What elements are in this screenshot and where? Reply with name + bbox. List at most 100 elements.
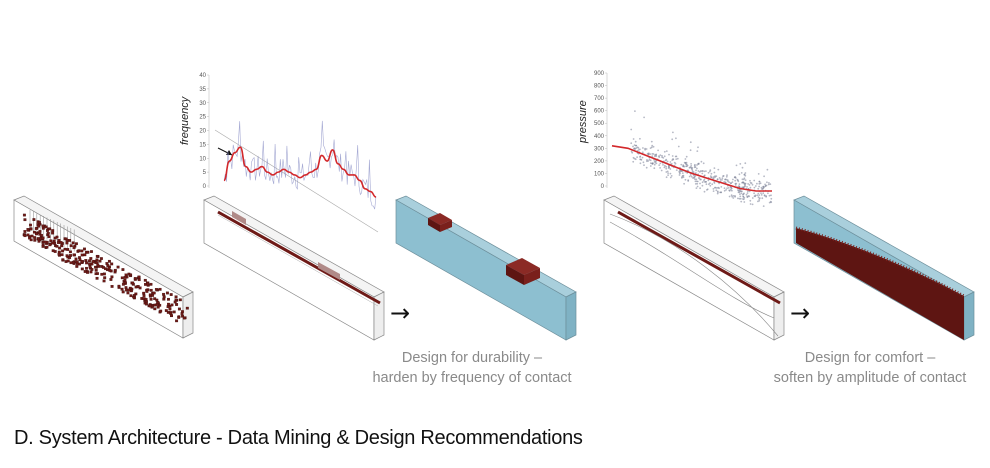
tick-label: 200 — [594, 159, 605, 165]
scatter-point — [728, 181, 731, 184]
contact-point — [129, 294, 133, 298]
contact-point — [41, 236, 45, 240]
contact-point — [43, 240, 47, 244]
contact-point — [68, 239, 72, 242]
scatter-point — [731, 195, 733, 198]
scatter-point — [641, 156, 644, 159]
scatter-point — [683, 182, 685, 185]
contact-point — [66, 248, 70, 251]
scatter-point — [701, 172, 704, 175]
contact-point — [168, 307, 172, 311]
contact-point — [102, 272, 106, 276]
scatter-point — [667, 172, 669, 175]
scatter-point — [658, 164, 661, 167]
scatter-point — [761, 197, 764, 200]
scatter-point — [709, 170, 711, 173]
scatter-point — [675, 169, 678, 172]
contact-point — [34, 227, 38, 230]
scatter-point — [633, 144, 636, 147]
contact-point — [162, 297, 166, 301]
scatter-point — [744, 172, 747, 174]
contact-point — [34, 232, 38, 236]
scatter-point — [674, 162, 677, 165]
scatter-point — [642, 161, 645, 164]
contact-point — [61, 249, 65, 253]
contact-point — [155, 303, 159, 306]
scatter-point — [695, 169, 697, 172]
scatter-point — [664, 159, 667, 162]
scatter-point — [762, 205, 765, 208]
tick-label: 30 — [199, 101, 206, 107]
contact-point — [138, 286, 142, 290]
scatter-point — [741, 166, 744, 169]
scatter-point — [730, 182, 732, 185]
scatter-point — [766, 181, 768, 184]
scatter-point — [734, 179, 737, 182]
scatter-point — [646, 159, 648, 161]
scatter-point — [663, 155, 666, 158]
y-axis-label: pressure — [577, 100, 589, 144]
contact-point — [32, 218, 36, 221]
scatter-point — [757, 173, 760, 175]
scatter-point — [632, 138, 635, 140]
contact-point — [162, 292, 166, 296]
scatter-point — [746, 186, 748, 188]
contact-point — [149, 297, 153, 301]
scatter-point — [697, 163, 700, 166]
contact-point — [162, 295, 166, 299]
contact-point — [156, 305, 160, 309]
contact-point — [103, 276, 107, 280]
scatter-point — [743, 177, 746, 180]
contact-point — [29, 238, 33, 242]
scatter-point — [763, 186, 765, 189]
scatter-point — [675, 137, 677, 140]
scatter-point — [651, 144, 654, 147]
scatter-point — [713, 167, 716, 170]
scatter-point — [715, 189, 718, 192]
contact-point — [33, 236, 37, 239]
contact-point — [116, 265, 120, 269]
scatter-point — [632, 160, 635, 163]
softened-zone — [796, 228, 964, 340]
scatter-point — [740, 172, 743, 174]
contact-point — [113, 268, 117, 272]
smoothed-series — [223, 146, 377, 198]
contact-point — [153, 297, 157, 301]
contact-point — [86, 271, 90, 274]
scatter-point — [734, 195, 736, 197]
scatter-point — [723, 187, 726, 190]
scatter-point — [651, 155, 654, 158]
scatter-point — [689, 149, 692, 152]
scatter-point — [640, 159, 643, 161]
contact-point — [96, 263, 100, 267]
scatter-point — [691, 168, 694, 171]
contact-point — [95, 258, 99, 262]
scatter-point — [735, 164, 738, 167]
contact-point — [60, 253, 64, 257]
scatter-point — [732, 195, 735, 197]
scatter-point — [642, 147, 644, 149]
scatter-point — [663, 166, 666, 169]
contact-point — [144, 283, 147, 286]
scatter-point — [681, 172, 684, 175]
tick-label: 500 — [594, 121, 605, 127]
scatter-point — [705, 181, 707, 183]
scatter-point — [702, 162, 705, 165]
contact-patch — [318, 262, 340, 280]
scatter-point — [696, 167, 698, 170]
contact-point — [167, 302, 170, 306]
scatter-point — [684, 178, 687, 181]
contact-point — [65, 239, 69, 242]
tick-label: 100 — [594, 171, 605, 177]
scatter-point — [652, 153, 655, 155]
contact-point — [26, 233, 30, 237]
contact-point — [172, 310, 176, 314]
scatter-point — [740, 192, 743, 195]
scatter-point — [657, 149, 659, 152]
scatter-point — [746, 192, 749, 195]
contact-point — [96, 272, 99, 275]
scatter-point — [713, 171, 716, 174]
scatter-point — [757, 187, 760, 190]
scatter-point — [739, 190, 742, 193]
scatter-point — [767, 192, 769, 195]
